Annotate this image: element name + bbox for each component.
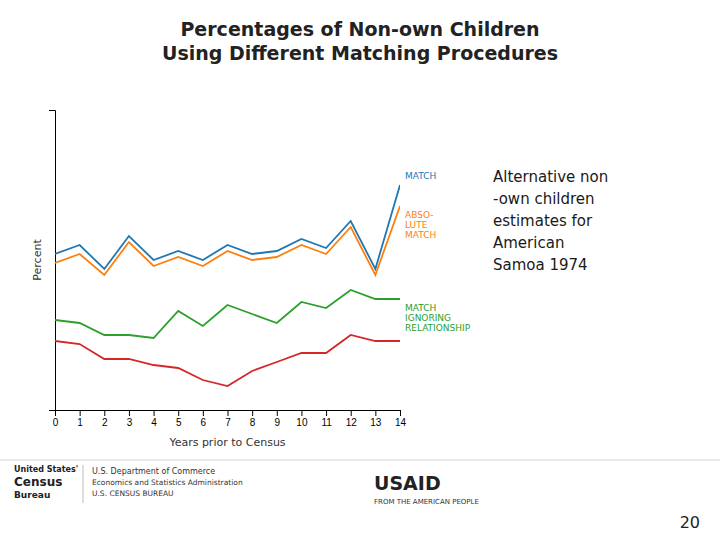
annotation: U.S. Department of Commerce xyxy=(92,467,215,476)
x-tick: 5 xyxy=(176,410,182,428)
x-tick: 12 xyxy=(346,410,358,428)
x-tick: 13 xyxy=(370,410,382,428)
annotation: Alternative non-own childrenestimates fo… xyxy=(493,168,608,274)
line-label: MATCH xyxy=(405,171,436,181)
series-line xyxy=(55,290,400,338)
x-tick: 10 xyxy=(296,410,308,428)
x-tick: 1 xyxy=(77,410,83,428)
annotation: Economics and Statistics Administration xyxy=(92,478,243,487)
x-axis-title: Years prior to Census xyxy=(168,436,285,449)
y-axis-line xyxy=(49,111,56,411)
y-axis xyxy=(49,111,56,411)
x-tick: 6 xyxy=(201,410,207,428)
series-line xyxy=(55,335,400,386)
x-tick-mark xyxy=(252,410,253,416)
x-tick-label: 10 xyxy=(296,417,308,428)
annotation: USAID xyxy=(374,472,441,494)
series-line xyxy=(55,206,400,275)
x-tick: 0 xyxy=(53,410,59,428)
x-tick-mark xyxy=(154,410,155,416)
x-tick-mark xyxy=(129,410,130,416)
x-tick-mark xyxy=(178,410,179,416)
x-tick-mark xyxy=(326,410,327,416)
x-tick: 9 xyxy=(275,410,281,428)
chart-container: Percentages of Non-own ChildrenUsing Dif… xyxy=(0,0,720,540)
x-tick-mark xyxy=(277,410,278,416)
line-label: ABSO-LUTEMATCH xyxy=(405,210,436,240)
x-tick-label: 2 xyxy=(102,417,108,428)
annotation: Census xyxy=(14,475,62,489)
separator xyxy=(0,460,720,461)
x-tick-mark xyxy=(375,410,376,416)
annotation: Bureau xyxy=(14,490,50,500)
x-tick: 7 xyxy=(225,410,231,428)
x-tick: 3 xyxy=(127,410,133,428)
x-tick-label: 11 xyxy=(321,417,332,428)
x-tick-label: 1 xyxy=(77,417,83,428)
x-tick-mark xyxy=(400,410,401,416)
x-tick-mark xyxy=(301,410,302,416)
x-tick-label: 0 xyxy=(53,417,59,428)
x-tick-label: 6 xyxy=(201,417,207,428)
annotation: FROM THE AMERICAN PEOPLE xyxy=(374,498,479,506)
annotation: United States' xyxy=(14,465,78,474)
line-labels: MATCH ABSO-LUTEMATCH MATCHIGNORINGRELATION… xyxy=(405,171,471,333)
lines xyxy=(55,185,400,386)
series-line xyxy=(55,185,400,269)
x-tick: 14 xyxy=(395,410,407,428)
x-tick-label: 9 xyxy=(275,417,281,428)
x-tick-label: 5 xyxy=(176,417,182,428)
x-tick: 4 xyxy=(151,410,157,428)
chart: Percentages of Non-own ChildrenUsing Dif… xyxy=(0,0,720,540)
x-axis-line xyxy=(56,411,401,417)
x-tick-label: 12 xyxy=(346,417,358,428)
y-axis-title: Percent xyxy=(31,239,44,281)
x-tick-mark xyxy=(104,410,105,416)
line-label: MATCHIGNORINGRELATIONSHIP xyxy=(405,303,471,333)
x-tick-mark xyxy=(228,410,229,416)
annotations: Alternative non-own childrenestimates fo… xyxy=(14,168,700,532)
x-tick: 2 xyxy=(102,410,108,428)
x-tick-label: 3 xyxy=(127,417,133,428)
title: Percentages of Non-own ChildrenUsing Dif… xyxy=(162,18,558,64)
x-tick-label: 8 xyxy=(250,417,256,428)
divider xyxy=(83,465,84,503)
x-tick-label: 7 xyxy=(225,417,231,428)
x-axis: 01234567891011121314 xyxy=(53,410,407,428)
x-tick-label: 4 xyxy=(151,417,157,428)
annotation: U.S. CENSUS BUREAU xyxy=(92,489,174,498)
annotation: 20 xyxy=(680,513,700,532)
x-tick-mark xyxy=(351,410,352,416)
x-tick-mark xyxy=(80,410,81,416)
x-tick-label: 13 xyxy=(370,417,382,428)
x-tick-mark xyxy=(203,410,204,416)
x-tick: 11 xyxy=(321,410,332,428)
x-tick: 8 xyxy=(250,410,256,428)
x-tick-label: 14 xyxy=(395,417,407,428)
